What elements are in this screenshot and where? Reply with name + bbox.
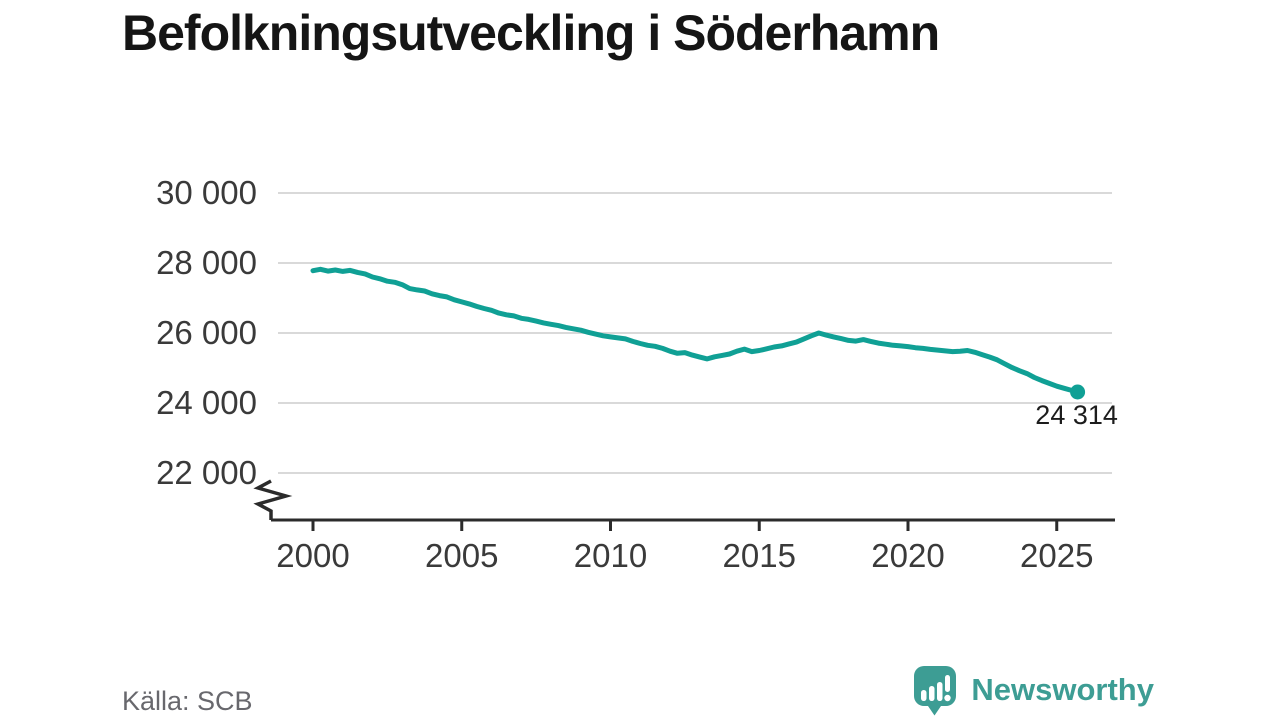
y-tick-label: 30 000 <box>156 174 257 211</box>
brand-name: Newsworthy <box>971 672 1154 707</box>
x-tick-label: 2015 <box>723 537 796 574</box>
y-tick-label: 28 000 <box>156 244 257 281</box>
population-line <box>310 266 1081 395</box>
end-value-label: 24 314 <box>1035 400 1118 430</box>
y-tick-label: 24 000 <box>156 384 257 421</box>
newsworthy-icon <box>914 666 957 716</box>
x-tick-label: 2000 <box>276 537 349 574</box>
x-tick-label: 2010 <box>574 537 647 574</box>
x-tick-label: 2005 <box>425 537 498 574</box>
axis-break-icon <box>253 479 293 520</box>
endpoint-dot <box>1070 384 1086 400</box>
source-label: Källa: SCB <box>122 686 253 716</box>
x-tick-label: 2025 <box>1020 537 1093 574</box>
newsworthy-logo: Newsworthy <box>912 664 1154 716</box>
chart-title: Befolkningsutveckling i Söderhamn <box>122 5 940 61</box>
y-tick-label: 26 000 <box>156 314 257 351</box>
x-tick-label: 2020 <box>871 537 944 574</box>
y-tick-label: 22 000 <box>156 454 257 491</box>
